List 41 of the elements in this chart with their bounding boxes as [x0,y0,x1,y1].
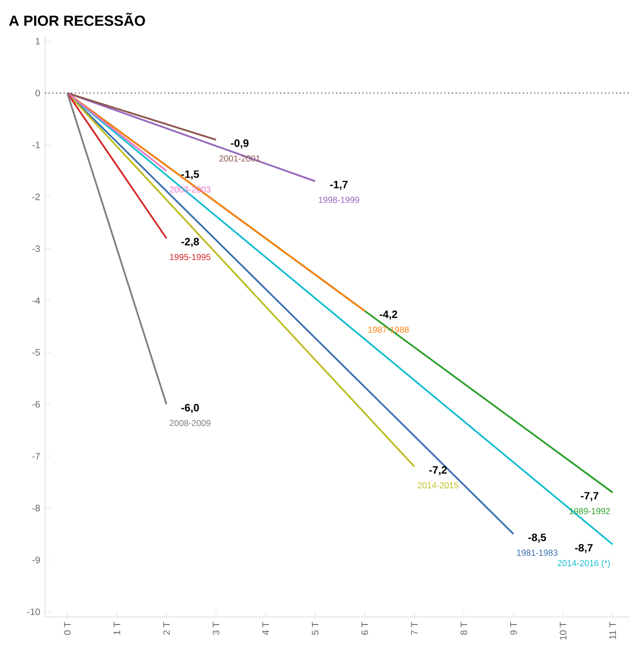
x-tick-label: 1 T [114,622,120,634]
y-tick-label: -4 [32,297,40,304]
y-tick-label: -5 [32,349,40,356]
x-tick-label: 9 T [510,622,517,635]
data-label: -6,0 [181,404,199,414]
y-tick-label: -1 [32,142,40,148]
x-tick-label: 2 T [163,622,170,635]
x-tick-label: 11 T [609,622,616,639]
series-label: 1998-1999 [318,196,360,203]
series-label: 2014-2016 (*) [558,560,610,568]
x-tick-label: 6 T [361,622,368,635]
series-label: 1995-1995 [170,254,210,260]
x-tick-label: 3 T [212,622,220,635]
data-label: -7,7 [580,492,598,502]
data-label: -2,8 [181,238,199,248]
data-label: -8,5 [528,534,546,543]
chart-title: A PIOR RECESSÃO [9,12,145,26]
data-label: -1,7 [330,180,348,190]
series-label: 2008-2009 [170,420,210,426]
y-tick-label: -6 [32,401,40,408]
y-tick-label: -2 [32,194,40,200]
y-tick-label: 1 [36,38,40,44]
y-tick-label: -8 [32,504,40,512]
data-label: -8,7 [575,544,593,554]
x-tick-label: 10 T [560,622,566,640]
x-tick-label: 4 T [262,622,269,635]
data-label: -1,5 [181,170,199,180]
x-tick-label: 5 T [312,622,318,635]
y-tick-label: -3 [32,245,40,252]
x-tick-label: 8 T [460,622,468,635]
x-tick-label: 7 T [411,622,418,635]
data-label: -7,2 [429,466,447,476]
data-label: -0,9 [230,139,248,148]
x-tick-label: 0 T [64,622,71,635]
y-tick-label: 0 [35,90,40,96]
series-label: 1981-1983 [517,550,558,556]
data-label: -4,2 [380,310,398,320]
series-label: 2014-2015 [418,482,458,488]
y-tick-label: -7 [32,452,40,460]
y-tick-label: -9 [32,556,40,564]
y-tick-label: -10 [27,608,40,616]
